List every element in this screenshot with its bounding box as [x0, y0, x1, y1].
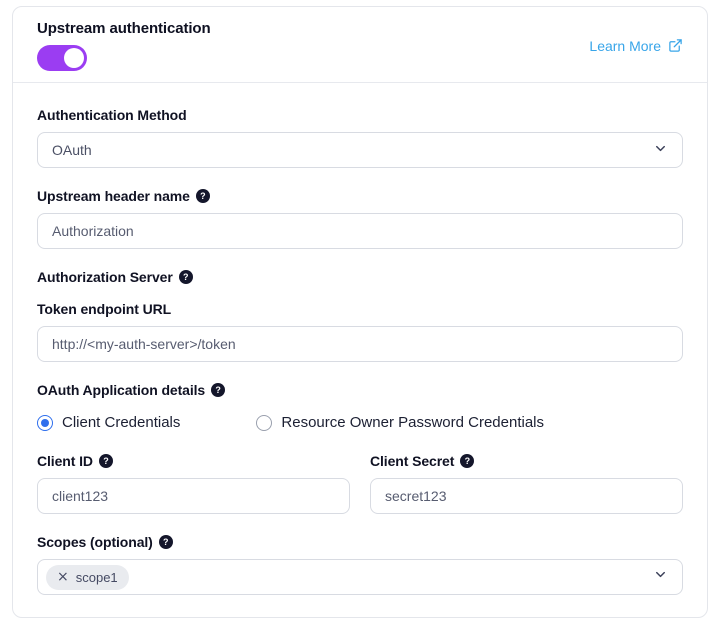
- radio-selected-icon: [37, 414, 53, 431]
- authorization-server-label: Authorization Server ?: [37, 269, 683, 285]
- oauth-details-label-text: OAuth Application details: [37, 382, 206, 398]
- upstream-header-input[interactable]: [37, 213, 683, 249]
- client-secret-label: Client Secret ?: [370, 453, 683, 469]
- radio-label: Resource Owner Password Credentials: [281, 414, 545, 431]
- client-secret-group: Client Secret ?: [370, 453, 683, 514]
- chevron-down-icon: [653, 141, 668, 159]
- scope-tag: × scope1: [46, 564, 129, 590]
- upstream-header-label: Upstream header name ?: [37, 188, 683, 204]
- client-id-input[interactable]: [37, 478, 350, 514]
- radio-resource-owner-password[interactable]: Resource Owner Password Credentials: [256, 414, 544, 431]
- chevron-down-icon: [653, 567, 668, 587]
- radio-label: Client Credentials: [62, 414, 181, 431]
- help-icon[interactable]: ?: [460, 454, 475, 468]
- scopes-multiselect[interactable]: × scope1: [37, 559, 683, 595]
- external-link-icon: [668, 38, 683, 53]
- card-title: Upstream authentication: [37, 20, 211, 37]
- token-endpoint-label: Token endpoint URL: [37, 301, 683, 317]
- upstream-header-group: Upstream header name ?: [37, 188, 683, 249]
- help-icon[interactable]: ?: [158, 535, 173, 549]
- token-endpoint-input[interactable]: [37, 326, 683, 362]
- scopes-group: Scopes (optional) ? × scope1: [37, 534, 683, 595]
- client-secret-input[interactable]: [370, 478, 683, 514]
- token-endpoint-group: Token endpoint URL: [37, 301, 683, 362]
- help-icon[interactable]: ?: [178, 270, 193, 284]
- auth-method-label-text: Authentication Method: [37, 107, 187, 123]
- auth-method-value: OAuth: [52, 142, 92, 158]
- scopes-label: Scopes (optional) ?: [37, 534, 683, 550]
- client-id-label-text: Client ID: [37, 453, 93, 469]
- upstream-header-label-text: Upstream header name: [37, 188, 190, 204]
- card-header: Upstream authentication Learn More: [13, 7, 707, 83]
- help-icon[interactable]: ?: [211, 383, 226, 397]
- card-body: Authentication Method OAuth Upstream hea…: [13, 83, 707, 595]
- client-id-label: Client ID ?: [37, 453, 350, 469]
- radio-unselected-icon: [256, 414, 273, 431]
- scope-tag-label: scope1: [75, 569, 118, 585]
- oauth-details-label: OAuth Application details ?: [37, 382, 683, 398]
- toggle-knob: [64, 48, 84, 68]
- scopes-label-text: Scopes (optional): [37, 534, 153, 550]
- radio-client-credentials[interactable]: Client Credentials: [37, 414, 180, 431]
- upstream-authentication-card: Upstream authentication Learn More Authe…: [12, 6, 708, 618]
- remove-tag-icon[interactable]: ×: [57, 569, 69, 585]
- upstream-auth-toggle[interactable]: [37, 45, 87, 71]
- auth-method-group: Authentication Method OAuth: [37, 107, 683, 168]
- client-id-group: Client ID ?: [37, 453, 350, 514]
- learn-more-link[interactable]: Learn More: [589, 38, 683, 54]
- grant-type-radio-group: Client Credentials Resource Owner Passwo…: [37, 414, 683, 431]
- help-icon[interactable]: ?: [195, 189, 210, 203]
- auth-method-label: Authentication Method: [37, 107, 683, 123]
- client-credentials-columns: Client ID ? Client Secret ?: [37, 453, 683, 514]
- authorization-server-label-text: Authorization Server: [37, 269, 173, 285]
- learn-more-label: Learn More: [589, 37, 661, 54]
- client-secret-label-text: Client Secret: [370, 453, 455, 469]
- help-icon[interactable]: ?: [98, 454, 113, 468]
- token-endpoint-label-text: Token endpoint URL: [37, 301, 172, 317]
- authentication-method-select[interactable]: OAuth: [37, 132, 683, 168]
